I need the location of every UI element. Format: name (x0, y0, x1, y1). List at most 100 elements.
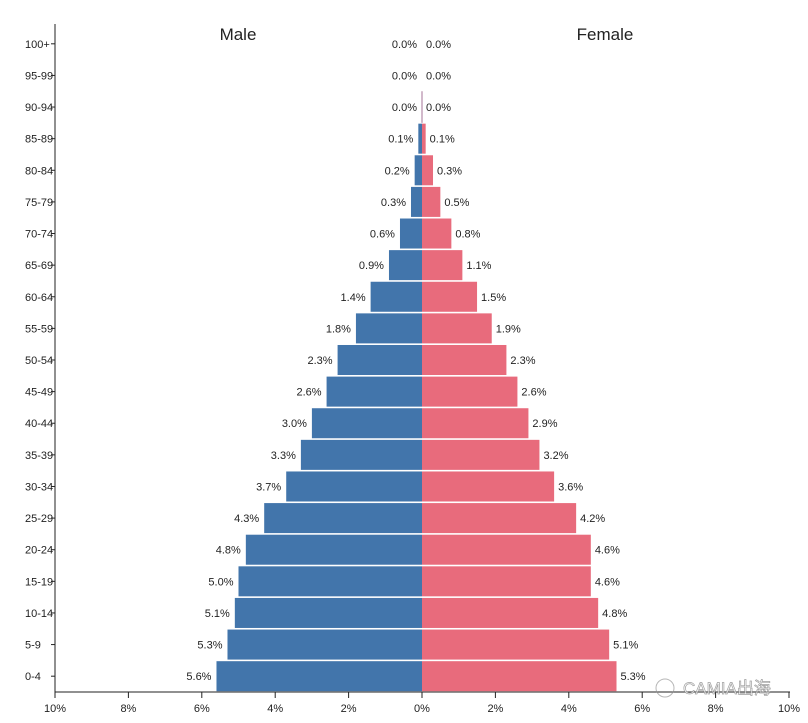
male-data-label: 5.3% (197, 640, 222, 652)
y-tick-label: 40-44 (25, 418, 53, 430)
y-tick-label: 55-59 (25, 323, 53, 335)
y-tick-label: 30-34 (25, 481, 53, 493)
female-bar (422, 439, 540, 470)
female-data-label: 1.9% (496, 323, 521, 335)
y-tick-label: 65-69 (25, 260, 53, 272)
male-data-label: 0.0% (392, 39, 417, 51)
female-data-label: 2.6% (521, 387, 546, 399)
male-data-label: 0.1% (388, 134, 413, 146)
y-tick-label: 15-19 (25, 576, 53, 588)
female-data-label: 0.3% (437, 165, 462, 177)
female-bar (422, 503, 577, 534)
male-data-label: 1.4% (341, 292, 366, 304)
male-data-label: 5.0% (208, 576, 233, 588)
female-data-label: 1.5% (481, 292, 506, 304)
female-data-label: 0.0% (426, 70, 451, 82)
y-tick-label: 60-64 (25, 292, 53, 304)
y-tick-label: 20-24 (25, 545, 53, 557)
male-bar (399, 218, 422, 249)
male-data-label: 2.6% (297, 387, 322, 399)
male-data-label: 0.6% (370, 229, 395, 241)
watermark: CAMIA出海 (683, 679, 771, 698)
female-data-label: 4.6% (595, 576, 620, 588)
male-data-label: 5.1% (205, 608, 230, 620)
female-data-label: 0.8% (455, 229, 480, 241)
x-tick-label: 6% (634, 703, 650, 715)
male-bar (300, 439, 422, 470)
male-heading: Male (220, 25, 257, 44)
male-data-label: 0.2% (385, 165, 410, 177)
male-data-label: 1.8% (326, 323, 351, 335)
female-bar (422, 186, 441, 217)
male-bar (286, 471, 422, 502)
y-tick-label: 10-14 (25, 608, 53, 620)
female-data-label: 5.3% (621, 671, 646, 683)
female-data-label: 2.9% (532, 418, 557, 430)
y-tick-label: 85-89 (25, 134, 53, 146)
y-tick-label: 75-79 (25, 197, 53, 209)
female-bar (422, 344, 507, 376)
female-bar (422, 471, 555, 502)
female-data-label: 4.2% (580, 513, 605, 525)
female-bar (422, 566, 591, 597)
male-data-label: 0.0% (392, 102, 417, 114)
female-heading: Female (577, 25, 634, 44)
female-data-label: 3.6% (558, 481, 583, 493)
male-bar (238, 566, 422, 597)
female-bar (422, 534, 591, 565)
female-bar (422, 155, 434, 186)
female-data-label: 4.6% (595, 545, 620, 557)
male-data-label: 5.6% (186, 671, 211, 683)
male-bar (311, 408, 422, 439)
male-bar (388, 250, 422, 281)
male-data-label: 4.3% (234, 513, 259, 525)
male-bar (410, 186, 422, 217)
x-tick-label: 4% (561, 703, 577, 715)
female-data-label: 0.5% (444, 197, 469, 209)
male-bar (337, 344, 422, 376)
x-tick-label: 4% (267, 703, 283, 715)
x-tick-label: 2% (341, 703, 357, 715)
y-tick-label: 100+ (25, 39, 50, 51)
male-data-label: 4.8% (216, 545, 241, 557)
male-bar (264, 503, 422, 534)
female-bar (422, 408, 529, 439)
male-data-label: 0.0% (392, 70, 417, 82)
male-data-label: 0.3% (381, 197, 406, 209)
y-tick-label: 35-39 (25, 450, 53, 462)
male-bar (234, 597, 422, 628)
x-tick-label: 8% (120, 703, 136, 715)
x-tick-label: 6% (194, 703, 210, 715)
x-tick-label: 0% (414, 703, 430, 715)
y-tick-label: 50-54 (25, 355, 53, 367)
male-bar (418, 123, 422, 154)
female-data-label: 0.0% (426, 39, 451, 51)
male-data-label: 3.0% (282, 418, 307, 430)
female-bar (422, 250, 463, 281)
female-data-label: 3.2% (543, 450, 568, 462)
watermark-logo-icon (655, 678, 675, 698)
female-bar (422, 123, 426, 154)
x-tick-label: 2% (487, 703, 503, 715)
male-bar (355, 313, 422, 344)
male-bar (216, 661, 422, 692)
female-bar (422, 313, 492, 344)
x-tick-label: 10% (44, 703, 66, 715)
male-data-label: 3.3% (271, 450, 296, 462)
female-data-label: 1.1% (466, 260, 491, 272)
male-data-label: 2.3% (308, 355, 333, 367)
female-data-label: 2.3% (510, 355, 535, 367)
male-bar (227, 629, 422, 660)
female-bar (422, 376, 518, 407)
y-tick-label: 0-4 (25, 671, 41, 683)
male-bar (326, 376, 422, 407)
female-bar (422, 629, 610, 660)
y-tick-label: 90-94 (25, 102, 53, 114)
y-tick-label: 95-99 (25, 70, 53, 82)
female-data-label: 0.1% (430, 134, 455, 146)
y-tick-label: 25-29 (25, 513, 53, 525)
female-data-label: 4.8% (602, 608, 627, 620)
y-tick-label: 5-9 (25, 640, 41, 652)
female-bar (422, 281, 478, 312)
